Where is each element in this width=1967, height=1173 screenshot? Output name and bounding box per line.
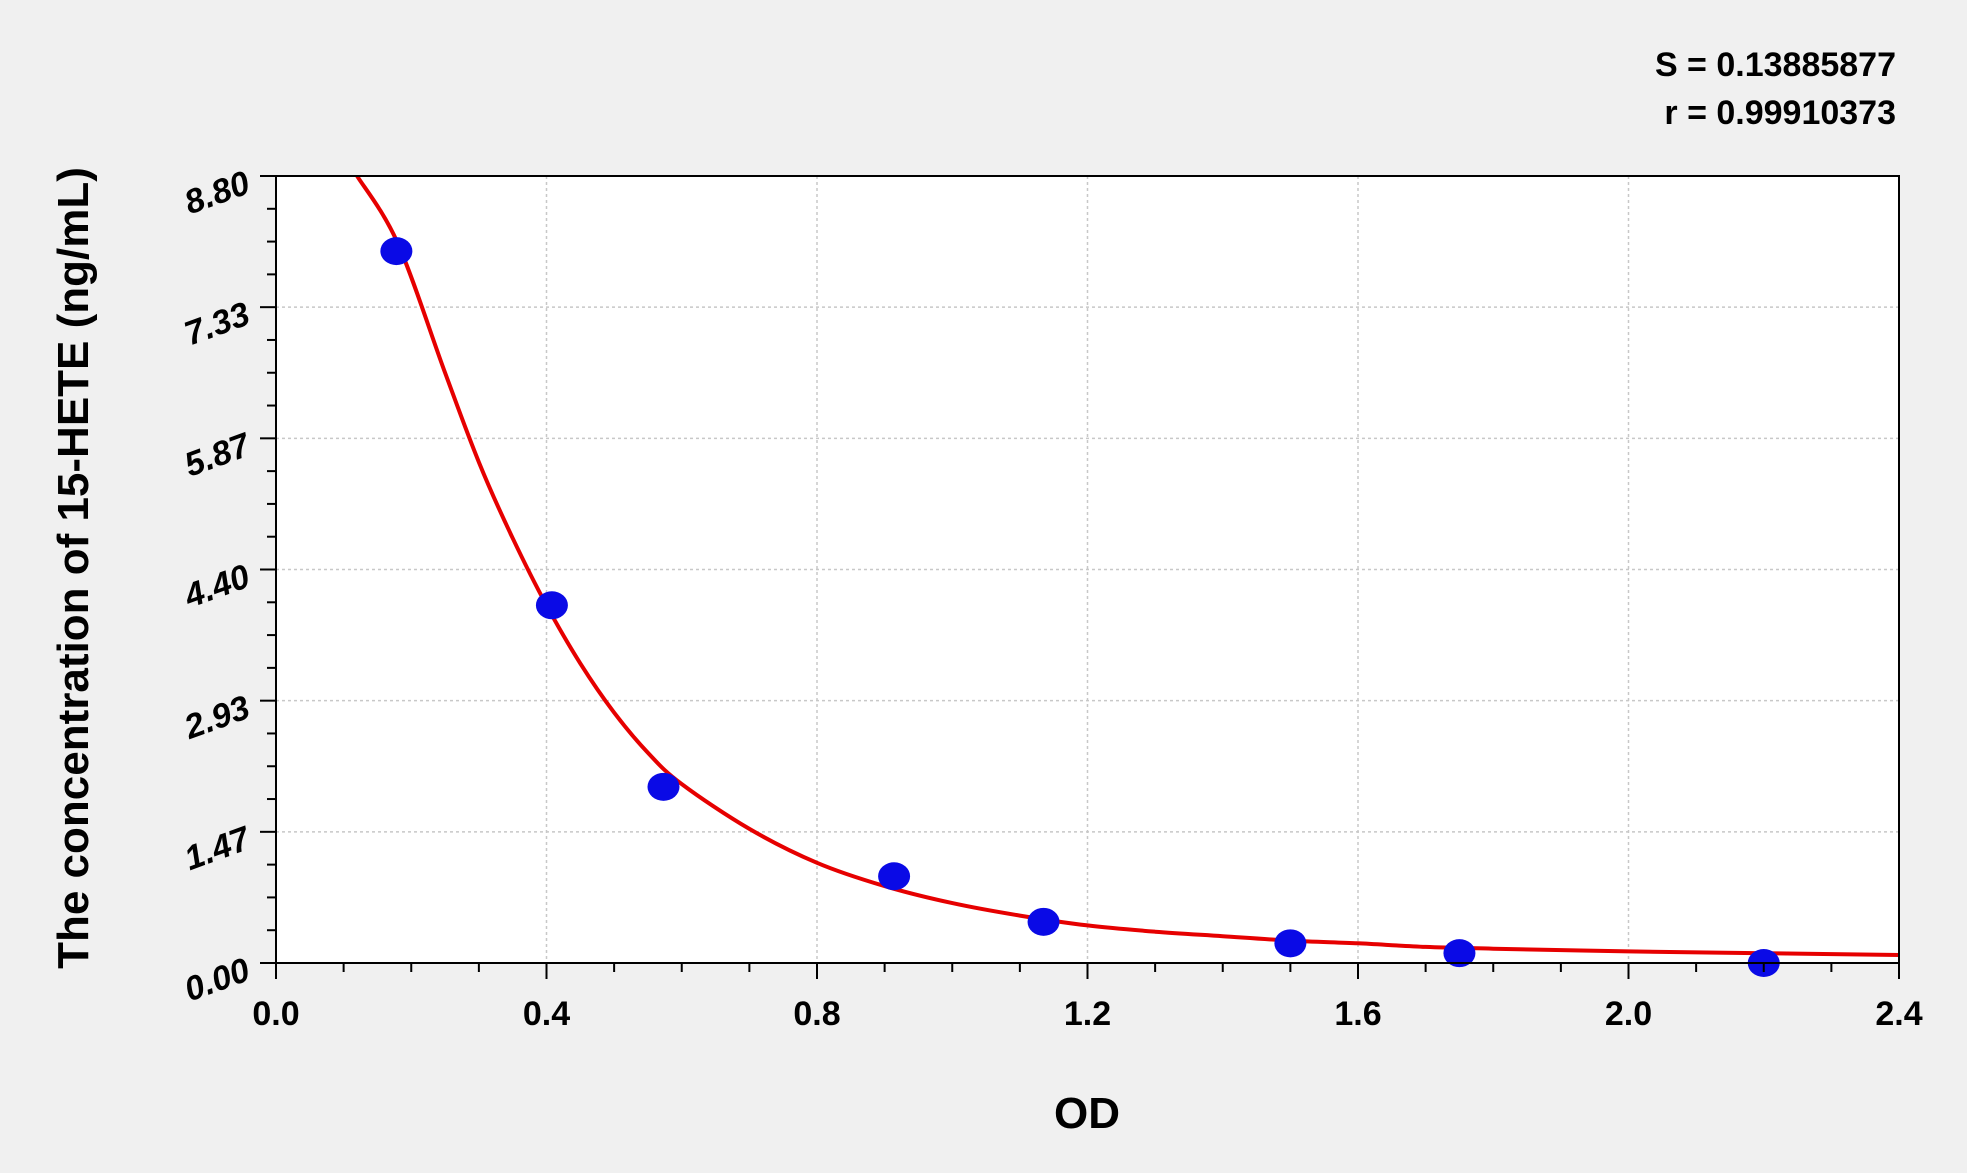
y-tick-labels: 0.001.472.934.405.877.338.80 [179,164,257,1009]
data-points-layer [380,237,1780,977]
x-tick-label: 2.4 [1875,995,1922,1033]
x-tick-labels: 0.0 0.4 0.8 1.2 1.6 2.0 2.4 [252,995,1922,1033]
data-point [878,862,911,891]
data-point [380,237,413,266]
data-point [647,772,680,801]
y-axis-title: The concentration of 15-HETE (ng/mL) [49,167,98,969]
x-axis-title: OD [1054,1089,1120,1138]
data-point [1443,939,1476,968]
x-tick-label: 0.4 [523,995,570,1033]
x-tick-label: 0.0 [252,995,299,1033]
stat-r-value: r = 0.99910373 [1664,94,1896,132]
data-point [1274,929,1307,958]
data-point [1027,907,1060,936]
y-axis-ticks [260,175,276,964]
stat-s-value: S = 0.13885877 [1655,46,1896,84]
x-tick-label: 1.2 [1064,995,1111,1033]
x-axis-ticks [275,963,1900,979]
x-tick-label: 1.6 [1334,995,1381,1033]
data-point [535,591,568,620]
x-tick-label: 0.8 [793,995,840,1033]
x-tick-label: 2.0 [1605,995,1652,1033]
grid-lines [276,176,1899,963]
